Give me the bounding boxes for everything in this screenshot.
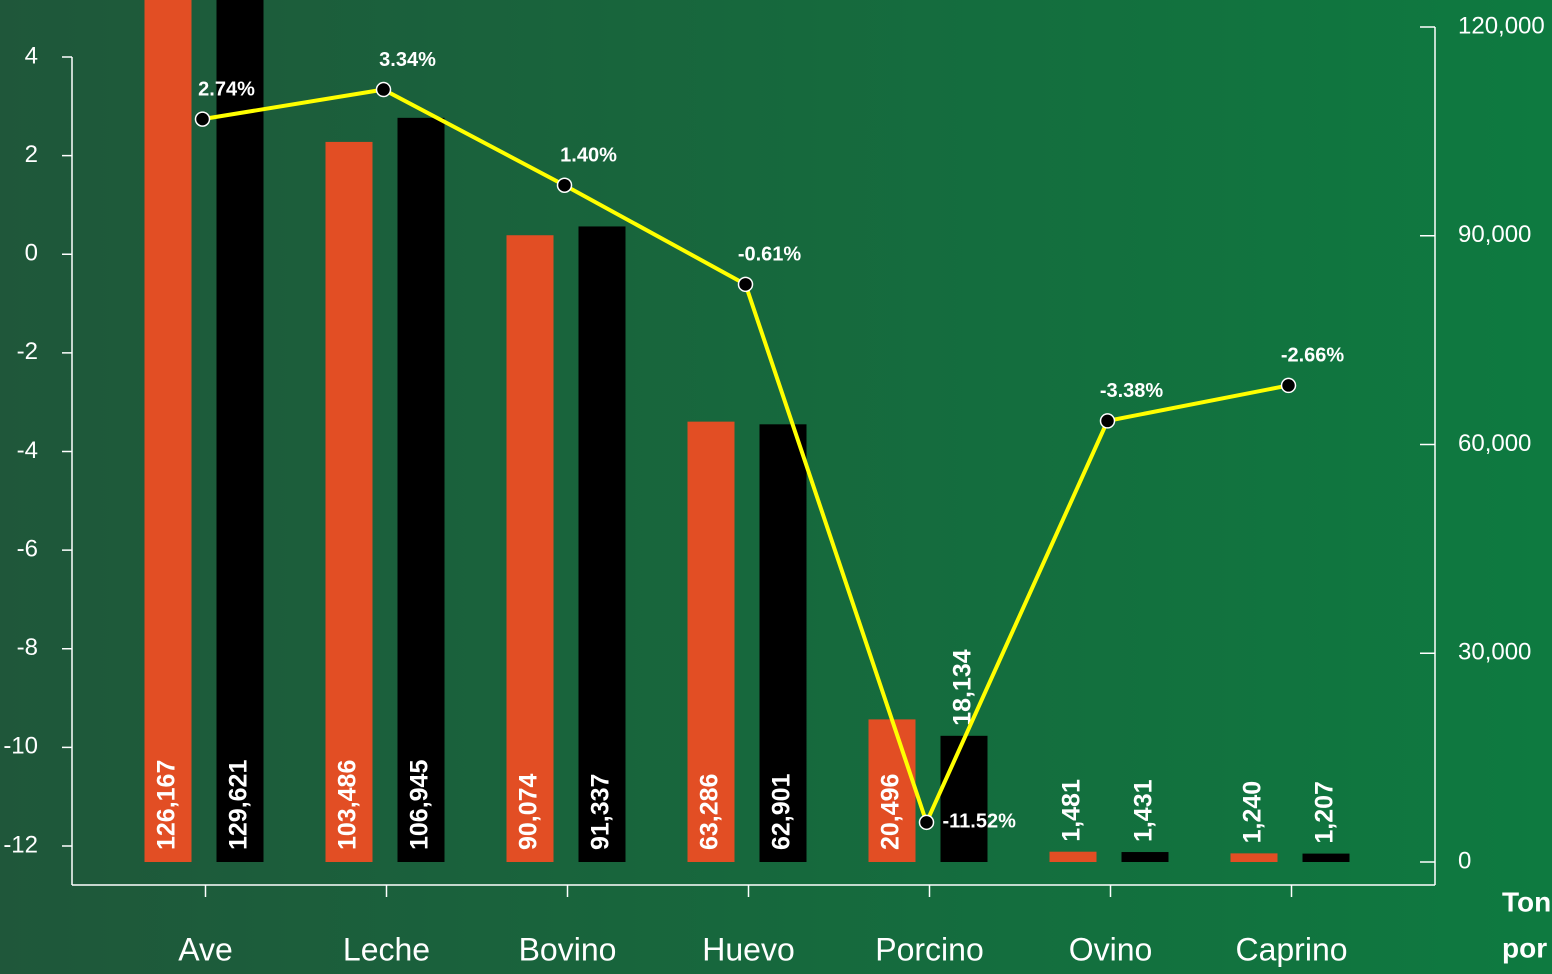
y-tick-label: -2 [17,338,38,365]
x-tick-label: Huevo [702,931,795,967]
y2-tick-label: 30,000 [1458,639,1531,666]
x-tick-label: Ovino [1069,931,1153,967]
bar [506,235,554,862]
bar [216,0,264,862]
bar-label: 1,240 [1239,781,1267,844]
bar-label: 1,207 [1311,781,1339,844]
line-label: -3.38% [1100,380,1164,402]
line-label: 3.34% [379,49,436,71]
line-point [737,276,754,293]
bar [759,424,807,862]
bar [940,735,988,862]
x-tick-label: Leche [343,931,430,967]
bar [687,421,735,862]
y2-tick-label: 90,000 [1458,221,1531,248]
line-label: -11.52% [943,811,1017,833]
x-tick-label: Ave [178,931,233,967]
bar-label: 1,431 [1130,779,1158,842]
bar [868,719,916,862]
bar-label: 20,496 [877,774,905,850]
bar-label: 91,337 [587,774,615,850]
bar-label: 18,134 [949,649,977,726]
bar-label: 63,286 [696,774,724,850]
bar [144,0,192,863]
y2-tick-label: 0 [1458,847,1471,874]
bar-label: 103,486 [334,760,362,850]
y2-axis-label: Ton [1502,886,1551,917]
y-tick-label: 0 [25,240,38,267]
bar [1121,852,1169,862]
bar-label: 129,621 [225,760,253,850]
bar-label: 90,074 [515,773,543,850]
bar [1049,851,1097,862]
y2-axis-label: por [1502,932,1547,963]
x-tick-label: Porcino [875,931,984,967]
line-point [556,177,573,193]
line-label: -0.61% [738,244,802,266]
y-tick-label: 4 [25,42,38,69]
line-point [1280,377,1297,394]
line-point [1099,413,1116,429]
bar [578,226,626,862]
bar [397,117,445,862]
bar-label: 1,481 [1058,779,1086,842]
x-tick-label: Bovino [519,931,617,967]
bar [325,141,373,862]
y-tick-label: -12 [3,831,38,858]
y-tick-label: -4 [17,437,38,464]
y2-tick-label: 120,000 [1458,12,1545,39]
y-tick-label: -10 [3,733,38,760]
bar-label: 106,945 [406,760,434,850]
line-point [375,81,392,98]
line-point [918,814,935,831]
bar [1302,853,1350,862]
line-label: 1.40% [560,144,617,166]
line-label: 2.74% [198,78,255,100]
x-tick-label: Caprino [1235,931,1347,967]
bar-label: 62,901 [768,773,796,850]
y2-tick-label: 60,000 [1458,430,1531,457]
bar-label: 126,167 [153,760,181,850]
y-tick-label: 2 [25,141,38,168]
y-tick-label: -8 [17,634,38,661]
line-label: -2.66% [1281,345,1345,367]
bar [1230,853,1278,862]
y-tick-label: -6 [17,535,38,562]
line-point [194,111,211,127]
